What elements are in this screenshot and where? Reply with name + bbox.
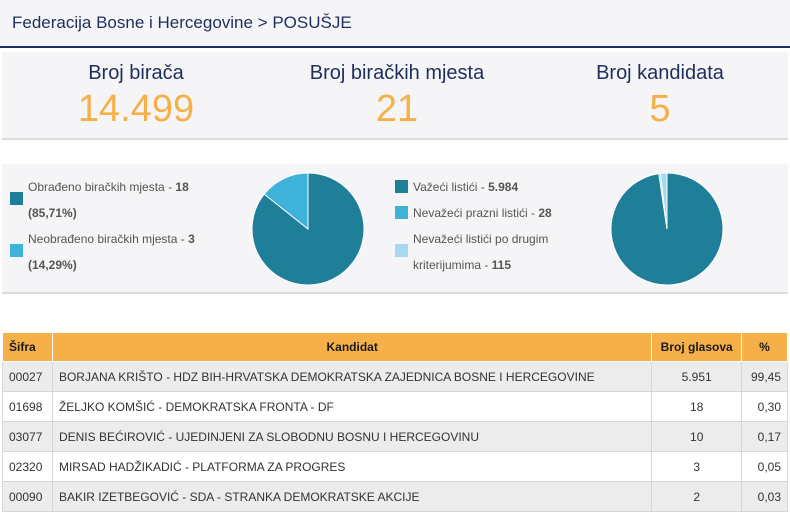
cell-code: 01698 [2,391,53,422]
cell-percent: 0,05 [741,451,788,482]
legend-unprocessed: Neobrađeno biračkih mjesta - 3 (14,29%) [10,226,195,278]
table-row[interactable]: 02320 MIRSAD HADŽIKADIĆ - PLATFORMA ZA P… [2,451,788,482]
cell-candidate: MIRSAD HADŽIKADIĆ - PLATFORMA ZA PROGRES [51,451,653,482]
cell-code: 00090 [2,481,53,512]
unprocessed-pct: (14,29%) [28,258,77,272]
processed-label: Obrađeno biračkih mjesta - [28,180,176,194]
col-header-code[interactable]: Šifra [2,332,53,362]
valid-swatch [395,180,408,193]
col-header-percent[interactable]: % [741,332,788,362]
voters-label: Broj birača [88,62,184,84]
table-row[interactable]: 00027 BORJANA KRIŠTO - HDZ BIH-HRVATSKA … [2,361,788,392]
cell-code: 03077 [2,421,53,452]
legend-processed: Obrađeno biračkih mjesta - 18 (85,71%) [10,174,195,226]
cell-votes: 2 [651,481,743,512]
valid-label: Važeći listići - [413,180,489,194]
col-header-votes[interactable]: Broj glasova [651,332,743,362]
invalid-other-count: 115 [491,258,512,272]
table-row[interactable]: 03077 DENIS BEĆIROVIĆ - UJEDINJENI ZA SL… [2,421,788,452]
unprocessed-label: Neobrađeno biračkih mjesta - [28,232,189,246]
cell-candidate: BAKIR IZETBEGOVIĆ - SDA - STRANKA DEMOKR… [51,481,653,512]
pie-slice-invalid-other[interactable] [659,172,668,230]
cell-candidate: ŽELJKO KOMŠIĆ - DEMOKRATSKA FRONTA - DF [51,391,653,422]
invalid-blank-label: Nevažeći prazni listići - [413,206,539,220]
voters-stat: Broj birača 14.499 [56,62,216,129]
pie-slice-processed[interactable] [251,172,365,286]
processed-count: 18 [175,180,189,194]
valid-count: 5.984 [488,180,519,194]
polling-stations-pie [251,172,365,286]
cell-percent: 0,30 [741,391,788,422]
cell-votes: 10 [651,421,743,452]
summary-stats: Broj birača 14.499 Broj biračkih mjesta … [2,52,788,140]
cell-percent: 0,17 [741,421,788,452]
ballots-legend: Važeći listići - 5.984 Nevažeći prazni l… [395,174,552,278]
candidates-label: Broj kandidata [596,62,724,84]
cell-votes: 5.951 [651,361,743,392]
col-header-candidate[interactable]: Kandidat [51,332,653,362]
legend-invalid-other: Nevažeći listići po drugim kriterijumima… [395,226,552,278]
cell-percent: 99,45 [741,361,788,392]
table-row[interactable]: 01698 ŽELJKO KOMŠIĆ - DEMOKRATSKA FRONTA… [2,391,788,422]
unprocessed-count: 3 [188,232,195,246]
cell-candidate: BORJANA KRIŠTO - HDZ BIH-HRVATSKA DEMOKR… [51,361,653,392]
polling-stations-label: Broj biračkih mjesta [309,62,485,84]
polling-stations-value: 21 [375,88,419,130]
cell-candidate: DENIS BEĆIROVIĆ - UJEDINJENI ZA SLOBODNU… [51,421,653,452]
invalid-other-swatch [395,244,408,257]
voters-value: 14.499 [77,88,195,130]
invalid-blank-swatch [395,206,408,219]
cell-percent: 0,03 [741,481,788,512]
cell-code: 00027 [2,361,53,392]
breadcrumb-bar: Federacija Bosne i Hercegovine > POSUŠJE [0,0,790,48]
candidates-stat: Broj kandidata 5 [580,62,740,129]
breadcrumb[interactable]: Federacija Bosne i Hercegovine > POSUŠJE [12,13,352,32]
cell-code: 02320 [2,451,53,482]
polling-stations-stat: Broj biračkih mjesta 21 [292,62,502,129]
processed-swatch [10,192,23,205]
invalid-other-label1: Nevažeći listići po drugim [413,232,549,246]
legend-invalid-blank: Nevažeći prazni listići - 28 [395,200,552,226]
invalid-blank-count: 28 [538,206,552,220]
candidates-value: 5 [649,88,671,130]
polling-stations-legend: Obrađeno biračkih mjesta - 18 (85,71%) N… [10,174,195,278]
cell-votes: 18 [651,391,743,422]
ballots-pie [610,172,724,286]
pie-slice-unprocessed[interactable] [263,172,309,231]
legend-valid: Važeći listići - 5.984 [395,174,552,200]
unprocessed-swatch [10,244,23,257]
table-row[interactable]: 00090 BAKIR IZETBEGOVIĆ - SDA - STRANKA … [2,481,788,512]
invalid-other-label2: kriterijumima - [413,258,492,272]
charts-panel: Obrađeno biračkih mjesta - 18 (85,71%) N… [2,164,788,294]
cell-votes: 3 [651,451,743,482]
processed-pct: (85,71%) [28,206,77,220]
candidates-table: Šifra Kandidat Broj glasova % 00027 BORJ… [2,332,788,512]
table-header-row: Šifra Kandidat Broj glasova % [2,332,788,362]
